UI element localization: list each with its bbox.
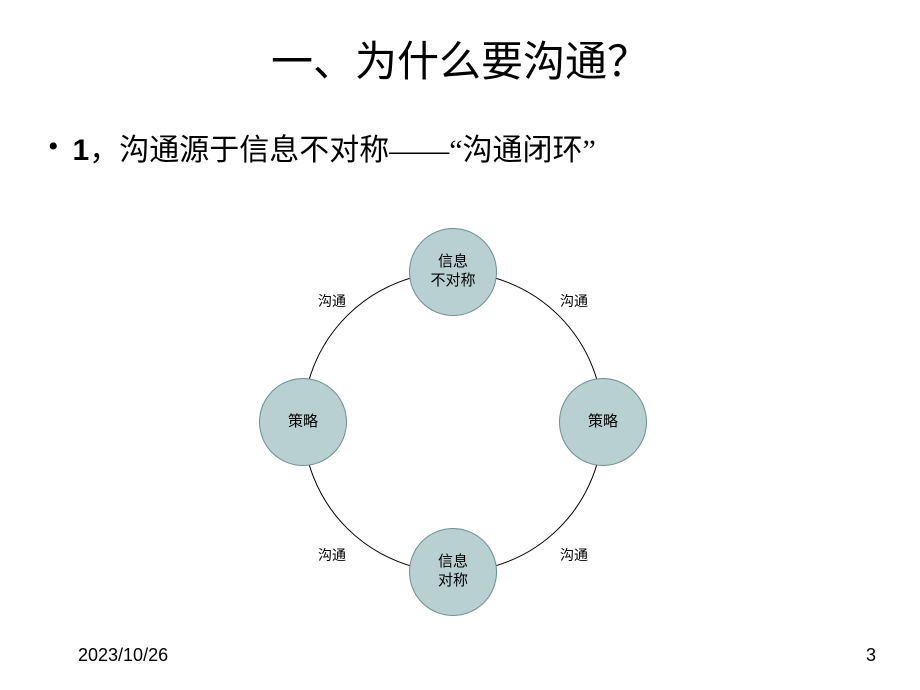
bullet-sep: ， bbox=[89, 134, 119, 167]
node-top-line1: 信息 bbox=[430, 253, 475, 272]
node-bottom-line1: 信息 bbox=[438, 553, 468, 572]
node-right-line1: 策略 bbox=[588, 413, 618, 432]
footer-date: 2023/10/26 bbox=[78, 645, 168, 666]
node-info-asymmetric: 信息 不对称 bbox=[409, 228, 497, 316]
node-info-symmetric: 信息 对称 bbox=[409, 528, 497, 616]
ring-path bbox=[303, 272, 603, 572]
node-top-line2: 不对称 bbox=[430, 272, 475, 291]
node-left-line1: 策略 bbox=[288, 413, 318, 432]
footer-page-number: 3 bbox=[866, 645, 876, 666]
bullet-number: 1 bbox=[73, 134, 90, 167]
bullet-text: 沟通源于信息不对称——“沟通闭环” bbox=[119, 134, 596, 167]
edge-label-bottom-right: 沟通 bbox=[560, 545, 588, 565]
bullet-marker: • bbox=[48, 132, 59, 162]
edge-label-bottom-left: 沟通 bbox=[318, 545, 346, 565]
page-title: 一、为什么要沟通？ bbox=[0, 0, 920, 89]
edge-label-top-left: 沟通 bbox=[318, 291, 346, 311]
edge-label-top-right: 沟通 bbox=[560, 291, 588, 311]
node-strategy-right: 策略 bbox=[559, 378, 647, 466]
node-bottom-line2: 对称 bbox=[438, 572, 468, 591]
node-strategy-left: 策略 bbox=[259, 378, 347, 466]
bullet-label: 1，沟通源于信息不对称——“沟通闭环” bbox=[73, 125, 596, 169]
bullet-item: • 1，沟通源于信息不对称——“沟通闭环” bbox=[0, 89, 920, 169]
